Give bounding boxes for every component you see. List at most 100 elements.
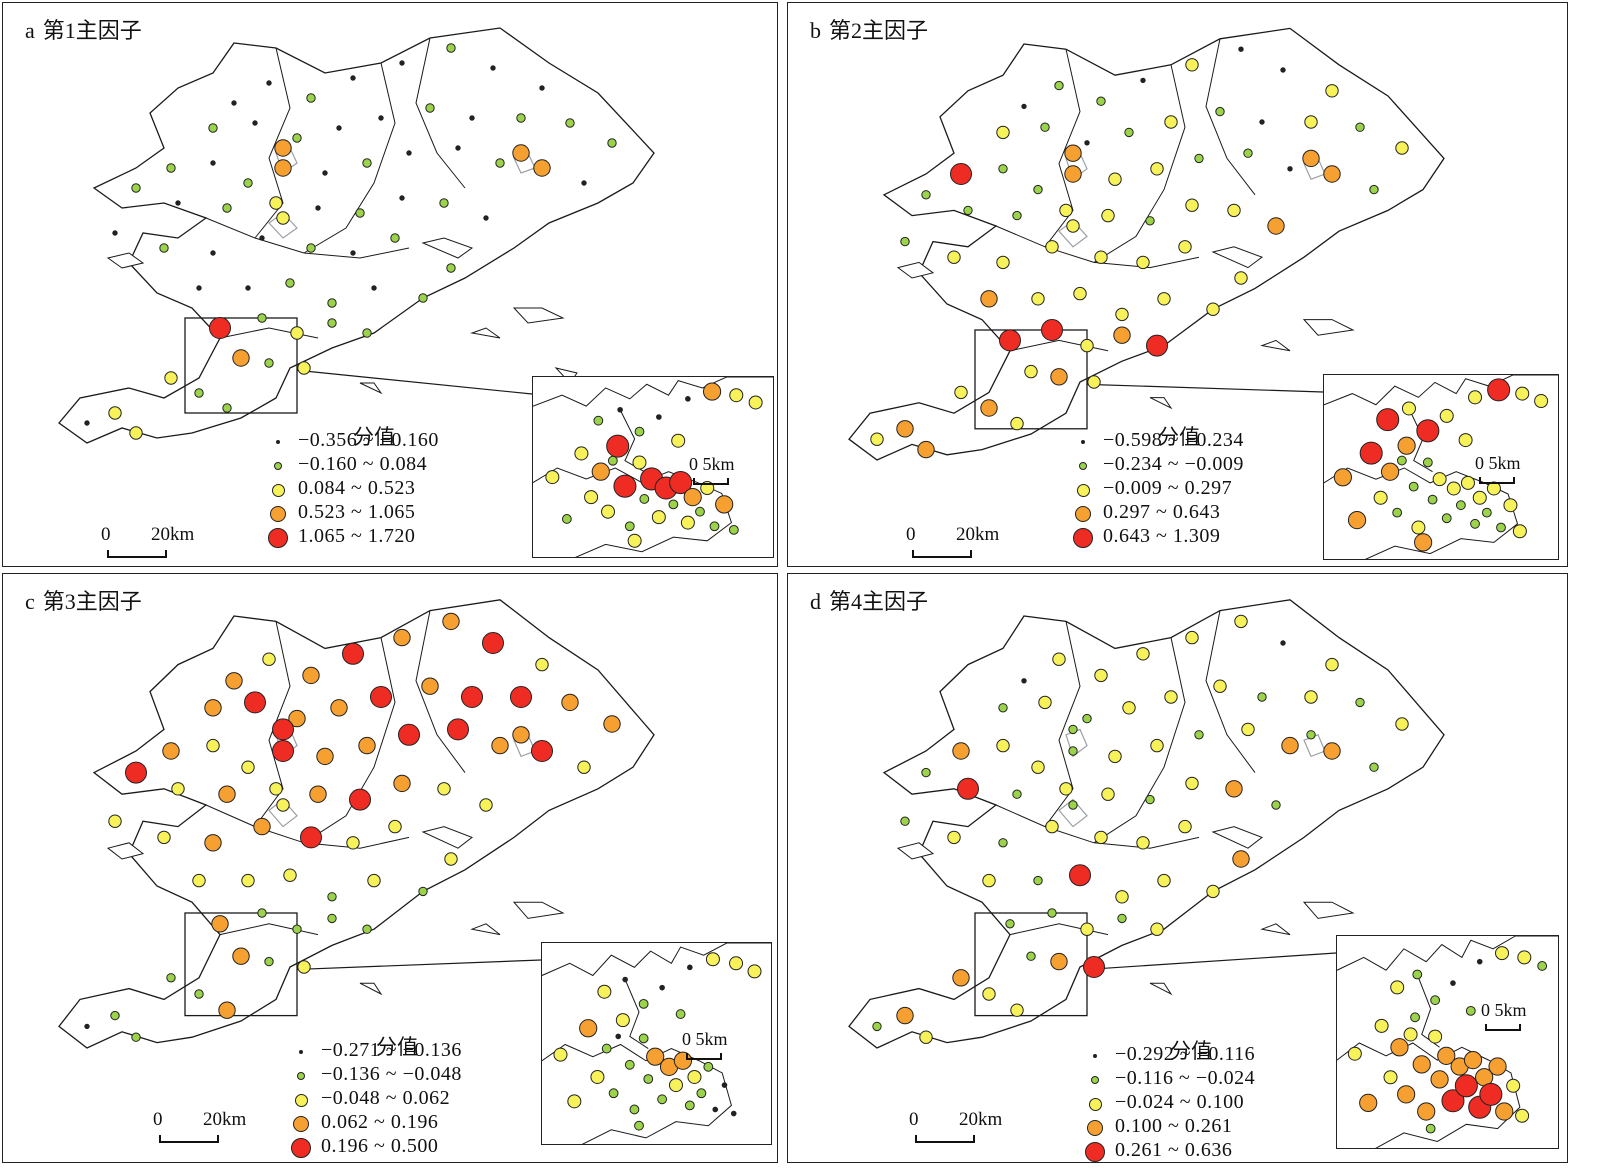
district-boundary: [219, 923, 319, 936]
inset-site-marker-mid: [590, 1069, 605, 1084]
site-marker-mid: [535, 657, 549, 672]
site-marker-mid: [1150, 738, 1164, 753]
inset-site-marker-high: [1437, 1046, 1456, 1065]
panel-letter: b: [810, 18, 821, 43]
island: [421, 826, 474, 849]
site-marker-mid: [388, 819, 402, 834]
district-boundary: [415, 610, 466, 773]
site-marker-low: [131, 183, 141, 193]
legend-row-lowest: −0.292 ~ −0.116: [1085, 1043, 1345, 1067]
site-marker-low: [1145, 216, 1155, 226]
inset-site-marker-lowest: [712, 1106, 719, 1113]
site-marker-mid: [996, 125, 1010, 140]
site-marker-low: [131, 1032, 141, 1042]
inset-site-marker-low: [1396, 455, 1407, 466]
site-marker-high: [533, 159, 551, 177]
site-marker-low: [1082, 713, 1092, 724]
panel-title: a 第1主因子: [25, 13, 142, 45]
island: [896, 842, 935, 860]
inset-scale-bar: 0 5km: [689, 454, 735, 485]
district-boundary: [254, 47, 291, 239]
inset-site-marker-high: [1390, 1038, 1409, 1057]
inset-site-marker-mid: [729, 388, 744, 403]
site-marker-low: [963, 205, 973, 216]
site-marker-mid: [1206, 884, 1220, 899]
site-marker-lowest: [399, 60, 405, 66]
site-marker-high: [204, 699, 222, 717]
inset-site-marker-mid: [1472, 490, 1487, 505]
site-marker-highest: [272, 740, 294, 762]
inset-site-marker-high: [1463, 1051, 1483, 1070]
site-marker-lowest: [245, 285, 251, 291]
inset-site-marker-high: [1488, 1057, 1507, 1076]
inset-site-marker-mid: [687, 1069, 702, 1084]
site-marker-lowest: [84, 1023, 90, 1030]
island: [421, 237, 474, 259]
inset-site-marker-mid: [1517, 950, 1532, 965]
site-marker-mid: [1136, 836, 1150, 850]
site-marker-high: [491, 736, 509, 755]
site-marker-mid: [129, 426, 143, 440]
site-marker-mid: [1108, 749, 1122, 764]
site-marker-lowest: [112, 230, 118, 236]
island: [470, 327, 501, 339]
inset-site-marker-highest: [1416, 419, 1440, 443]
site-marker-high: [218, 1001, 236, 1019]
inset-site-marker-high: [1417, 1102, 1436, 1121]
legend-row-low: −0.116 ~ −0.024: [1085, 1067, 1345, 1091]
site-marker-mid: [1101, 787, 1115, 801]
inset-extent-box: [974, 329, 1088, 430]
site-marker-mid: [1325, 84, 1339, 98]
site-marker-high: [253, 817, 271, 836]
inset-site-marker-mid: [1383, 1070, 1398, 1085]
legend-row-highest: 1.065 ~ 1.720: [268, 525, 528, 549]
inset-site-marker-low: [1422, 457, 1433, 468]
site-marker-high: [1232, 850, 1250, 868]
legend-row-mid: 0.084 ~ 0.523: [268, 477, 528, 501]
inset-site-marker-lowest: [659, 984, 665, 991]
inset-connector: [296, 959, 542, 971]
inset-scale-bar: 0 5km: [1475, 453, 1521, 484]
scale-zero: 0: [909, 1109, 919, 1130]
district-boundary: [1044, 49, 1081, 248]
site-marker-mid: [346, 836, 360, 850]
district-boundary: [303, 62, 396, 254]
legend-range: −0.048 ~ 0.062: [321, 1087, 451, 1109]
site-marker-mid: [870, 432, 884, 446]
site-marker-mid: [1094, 250, 1108, 264]
legend-title: 分值: [1158, 425, 1200, 449]
inset-site-marker-highest: [1441, 1089, 1465, 1113]
site-marker-mid: [1010, 416, 1024, 431]
island: [896, 261, 935, 279]
legend-range: −0.136 ~ −0.048: [321, 1063, 462, 1085]
legend-range: −0.009 ~ 0.297: [1103, 477, 1233, 499]
site-marker-mid: [192, 873, 206, 888]
site-marker-mid: [1157, 873, 1171, 888]
site-marker-low: [1369, 762, 1379, 772]
inset-site-marker-low: [1430, 995, 1441, 1006]
site-marker-mid: [982, 873, 996, 888]
site-marker-mid: [577, 760, 591, 774]
site-marker-low: [292, 133, 302, 143]
site-marker-low: [390, 233, 400, 243]
inset-site-marker-high: [1333, 468, 1352, 487]
inset-site-marker-lowest: [721, 1082, 728, 1088]
inset-connector: [1086, 952, 1337, 971]
legend-range: −0.024 ~ 0.100: [1115, 1091, 1245, 1113]
legend-symbol-mid: [271, 483, 285, 497]
site-marker-low: [439, 198, 449, 208]
district-boundary: [254, 621, 291, 827]
site-marker-mid: [1052, 652, 1066, 666]
site-marker-low: [1068, 746, 1078, 756]
site-marker-mid: [1395, 717, 1409, 731]
legend-range: 1.065 ~ 1.720: [298, 525, 416, 547]
site-marker-mid: [1136, 255, 1150, 270]
inset-site-marker-mid: [668, 1078, 683, 1093]
site-marker-high: [896, 1006, 914, 1025]
site-marker-mid: [1059, 782, 1073, 796]
site-marker-mid: [290, 326, 304, 340]
site-marker-high: [603, 715, 621, 733]
inset-scale-bar: 0 5km: [1481, 1000, 1527, 1031]
island: [1211, 826, 1264, 849]
inset-site-marker-mid: [1515, 1108, 1530, 1123]
